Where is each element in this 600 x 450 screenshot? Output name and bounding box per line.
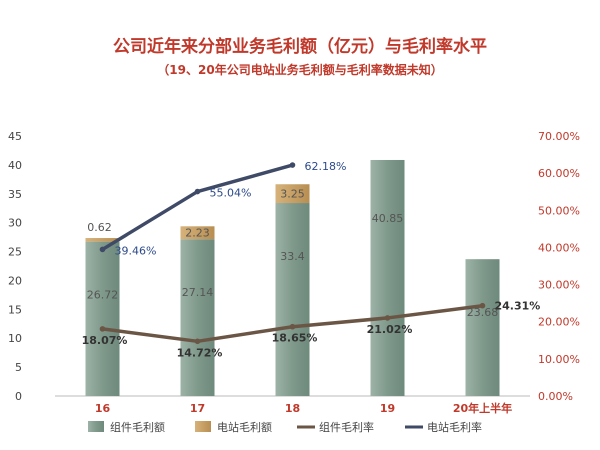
label-component-rate: 24.31% <box>495 300 541 313</box>
legend-swatch <box>88 421 104 432</box>
category-labels: 16 17 18 19 20年上半年 <box>95 401 512 415</box>
bars <box>85 159 500 396</box>
legend: 组件毛利额 电站毛利额 组件毛利率 电站毛利率 <box>88 420 482 434</box>
category-label: 19 <box>380 402 395 415</box>
legend-swatch <box>195 421 211 432</box>
category-label: 20年上半年 <box>453 401 512 415</box>
right-tick-label: 50.00% <box>538 204 580 217</box>
label-component-margin: 26.72 <box>87 289 119 302</box>
legend-label: 电站毛利率 <box>427 420 482 434</box>
label-component-rate: 18.65% <box>272 332 318 345</box>
data-labels: 26.72 27.14 33.4 40.85 23.68 0.62 2.23 3.25 18.0… <box>82 160 541 359</box>
left-axis: 0 5 10 15 20 25 30 35 40 45 <box>8 130 22 403</box>
left-tick-label: 45 <box>8 130 22 143</box>
right-tick-label: 10.00% <box>538 353 580 366</box>
label-station-rate: 55.04% <box>210 187 252 200</box>
label-component-margin: 33.4 <box>280 250 305 263</box>
category-label: 16 <box>95 402 111 415</box>
label-station-rate: 62.18% <box>305 160 347 173</box>
lines <box>99 162 486 345</box>
right-tick-label: 20.00% <box>538 316 580 329</box>
legend-label: 组件毛利额 <box>110 420 165 434</box>
bar-component-margin <box>370 159 405 396</box>
category-label: 18 <box>285 402 300 415</box>
label-component-rate: 18.07% <box>82 334 128 347</box>
left-tick-label: 25 <box>8 246 22 259</box>
right-tick-label: 60.00% <box>538 167 580 180</box>
point-station-rate <box>194 188 201 195</box>
chart-subtitle: （19、20年公司电站业务毛利额与毛利率数据未知） <box>157 62 442 77</box>
right-tick-label: 0.00% <box>538 390 573 403</box>
legend-label: 电站毛利额 <box>217 420 272 434</box>
right-tick-label: 70.00% <box>538 130 580 143</box>
point-component-rate <box>384 315 391 321</box>
right-tick-label: 40.00% <box>538 241 580 254</box>
label-component-margin: 23.68 <box>467 306 499 319</box>
label-station-margin: 3.25 <box>280 188 305 201</box>
left-tick-label: 40 <box>8 159 22 172</box>
label-station-margin: 2.23 <box>185 227 210 240</box>
label-station-rate: 39.46% <box>115 244 157 257</box>
chart-title: 公司近年来分部业务毛利额（亿元）与毛利率水平 <box>113 36 487 57</box>
left-tick-label: 20 <box>8 274 22 287</box>
right-tick-label: 30.00% <box>538 279 580 292</box>
left-tick-label: 35 <box>8 188 22 201</box>
bar-component-margin <box>180 239 215 396</box>
point-component-rate <box>479 302 486 309</box>
bar-component-margin <box>275 203 310 396</box>
label-component-margin: 40.85 <box>372 212 404 225</box>
point-station-rate <box>99 246 106 253</box>
left-tick-label: 30 <box>8 217 22 230</box>
bar-component-margin <box>85 241 120 396</box>
bar-station-margin <box>180 226 215 240</box>
right-axis: 0.00% 10.00% 20.00% 30.00% 40.00% 50.00% 60.00… <box>538 130 580 403</box>
legend-label: 组件毛利率 <box>319 420 374 434</box>
bar-station-margin <box>275 184 310 204</box>
bar-station-margin <box>85 238 120 242</box>
point-component-rate <box>194 338 201 345</box>
left-tick-label: 0 <box>15 390 22 403</box>
left-tick-label: 15 <box>8 303 22 316</box>
label-component-rate: 21.02% <box>367 323 413 336</box>
left-tick-label: 10 <box>8 332 22 345</box>
point-component-rate <box>289 323 296 330</box>
bar-component-margin <box>465 259 500 396</box>
label-component-rate: 14.72% <box>177 346 223 359</box>
label-station-margin: 0.62 <box>87 221 112 234</box>
category-label: 17 <box>190 402 205 415</box>
left-tick-label: 5 <box>15 361 22 374</box>
label-component-margin: 27.14 <box>182 286 214 299</box>
point-component-rate <box>99 326 106 332</box>
point-station-rate <box>289 162 296 168</box>
